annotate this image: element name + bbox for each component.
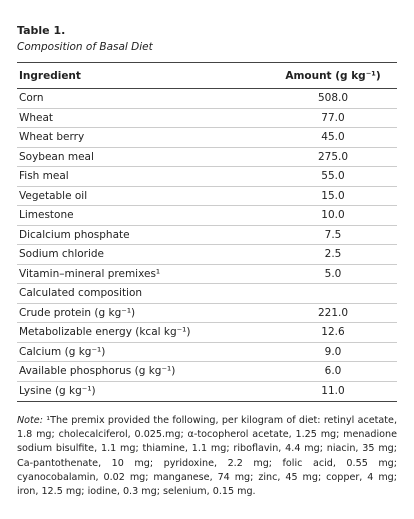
- cell-value: 45.0: [321, 131, 345, 144]
- cell-value: 7.5: [324, 228, 342, 241]
- row-label: Calculated composition: [19, 287, 143, 300]
- table-row: Available phosphorus (g kg⁻¹) 6.0: [17, 362, 397, 382]
- table-caption: Composition of Basal Diet: [17, 41, 153, 53]
- row-label: Soybean meal: [19, 150, 94, 163]
- table-row: Dicalcium phosphate 7.5: [17, 226, 397, 245]
- cell-value: 6.0: [324, 365, 342, 378]
- note-text: ¹The premix provided the following, per …: [17, 415, 397, 498]
- cell-value: 508.0: [317, 92, 349, 105]
- table-body: Corn 508.0 Wheat 77.0 Wheat berry 45.0 Soybean…: [17, 89, 397, 401]
- table-row: Wheat berry 45.0: [17, 128, 397, 148]
- table-title: Table 1.: [17, 24, 66, 37]
- table-row: Corn 508.0: [17, 89, 397, 109]
- cell-value: 55.0: [321, 170, 345, 183]
- table-row: Lysine (g kg⁻¹) 11.0: [17, 382, 397, 402]
- table-note: Note: ¹The premix provided the following…: [17, 414, 397, 499]
- row-label: Vitamin–mineral premixes¹: [19, 267, 161, 280]
- row-label: Dicalcium phosphate: [19, 228, 130, 241]
- cell-value: 221.0: [317, 306, 349, 319]
- header-row: Ingredient Amount (g kg⁻¹): [17, 63, 397, 89]
- cell-value: 9.0: [324, 345, 342, 358]
- row-label: Sodium chloride: [19, 248, 105, 261]
- cell-value: 12.6: [321, 326, 345, 339]
- cell-value: 275.0: [317, 150, 349, 163]
- row-label: Crude protein (g kg⁻¹): [19, 306, 136, 319]
- cell-value: 77.0: [321, 111, 345, 124]
- row-label: Available phosphorus (g kg⁻¹): [19, 365, 176, 378]
- cell-value: 2.5: [324, 248, 342, 261]
- row-label: Wheat berry: [19, 131, 85, 144]
- row-label: Lysine (g kg⁻¹): [19, 385, 96, 398]
- table-row: Crude protein (g kg⁻¹) 221.0: [17, 304, 397, 323]
- table-row: Soybean meal 275.0: [17, 148, 397, 167]
- table-row: Wheat 77.0: [17, 109, 397, 128]
- row-label: Wheat: [19, 111, 54, 124]
- column-header: Amount (g kg⁻¹): [285, 69, 381, 82]
- table-row: Limestone 10.0: [17, 206, 397, 226]
- note-label: Note:: [17, 415, 43, 426]
- row-label: Calcium (g kg⁻¹): [19, 345, 106, 358]
- table-row: Calculated composition: [17, 284, 397, 304]
- row-label: Metabolizable energy (kcal kg⁻¹): [19, 326, 191, 339]
- row-label: Fish meal: [19, 170, 69, 183]
- row-label: Corn: [19, 92, 44, 105]
- table-row: Sodium chloride 2.5: [17, 245, 397, 265]
- table-row: Calcium (g kg⁻¹) 9.0: [17, 343, 397, 362]
- table-row: Fish meal 55.0: [17, 167, 397, 187]
- table-row: Vegetable oil 15.0: [17, 187, 397, 206]
- cell-value: 10.0: [321, 209, 345, 222]
- table: Ingredient Amount (g kg⁻¹) Corn 508.0 Whea…: [17, 62, 397, 402]
- cell-value: 15.0: [321, 189, 345, 202]
- cell-value: 5.0: [324, 267, 342, 280]
- row-label: Vegetable oil: [19, 189, 88, 202]
- table-row: Vitamin–mineral premixes¹ 5.0: [17, 265, 397, 284]
- cell-value: 11.0: [321, 385, 345, 398]
- column-header: Ingredient: [19, 69, 81, 82]
- table-row: Metabolizable energy (kcal kg⁻¹) 12.6: [17, 323, 397, 343]
- row-label: Limestone: [19, 209, 74, 222]
